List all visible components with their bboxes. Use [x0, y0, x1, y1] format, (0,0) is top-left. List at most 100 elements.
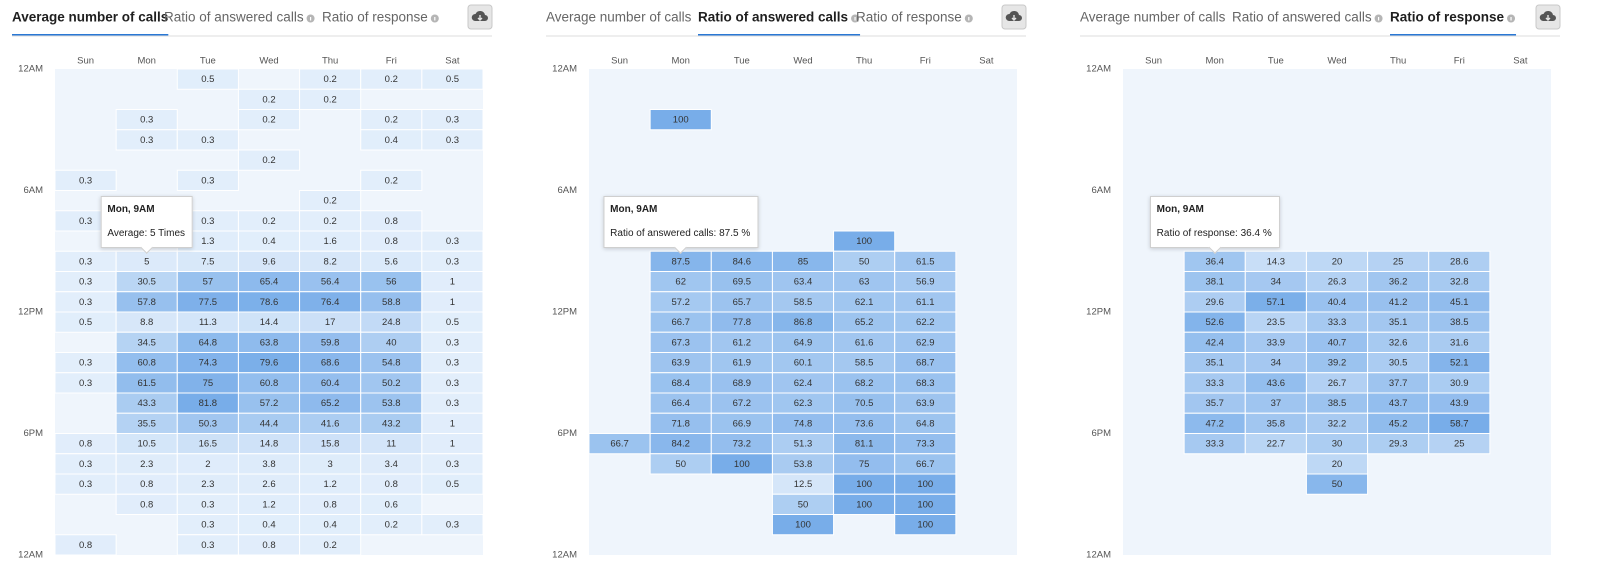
cell-value: 35.1	[1205, 358, 1224, 369]
cell-value: 43.9	[1450, 398, 1469, 409]
day-label: Mon	[671, 56, 689, 67]
cell-value: 62.4	[794, 378, 813, 389]
tooltip: Mon, 9AM Ratio of response: 36.4 %	[1149, 196, 1280, 255]
download-button[interactable]	[1001, 4, 1027, 30]
hour-label: 12AM	[1086, 64, 1111, 75]
cell-value: 0.3	[79, 256, 92, 267]
heat-cell	[1428, 433, 1491, 455]
cell-value: 0.5	[446, 479, 459, 490]
cell-value: 84.2	[671, 439, 690, 450]
cell-value: 74.3	[199, 358, 218, 369]
cell-value: 3.8	[262, 459, 275, 470]
hour-label: 12AM	[1086, 550, 1111, 561]
cell-value: 86.8	[794, 317, 813, 328]
day-label: Sun	[1145, 56, 1162, 67]
cell-value: 0.3	[140, 115, 153, 126]
cell-value: 28.6	[1450, 256, 1469, 267]
cell-value: 65.7	[733, 297, 752, 308]
cell-value: 50	[859, 256, 870, 267]
cell-value: 100	[917, 520, 933, 531]
cell-value: 1.3	[201, 236, 214, 247]
cell-value: 1.2	[324, 479, 337, 490]
tab[interactable]: Ratio of answered calls	[164, 10, 304, 25]
download-arrow	[477, 15, 483, 21]
cell-value: 69.5	[733, 277, 752, 288]
heat-cell	[299, 534, 362, 556]
tab[interactable]: Ratio of response	[322, 10, 428, 25]
cell-value: 35.5	[137, 418, 156, 429]
cell-value: 40.7	[1328, 337, 1347, 348]
day-label: Fri	[920, 56, 931, 67]
cell-value: 57.2	[260, 398, 279, 409]
cell-value: 0.2	[385, 520, 398, 531]
active-tab-underline	[1390, 34, 1517, 36]
day-label: Sun	[611, 56, 628, 67]
cell-value: 33.3	[1205, 439, 1224, 450]
tab-divider	[546, 35, 1026, 37]
cell-value: 2.3	[201, 479, 214, 490]
cell-value: 35.8	[1267, 418, 1286, 429]
download-button[interactable]	[1535, 4, 1561, 30]
cell-value: 31.6	[1450, 337, 1469, 348]
cell-value: 73.6	[855, 418, 874, 429]
cell-value: 0.2	[385, 175, 398, 186]
cell-value: 73.3	[916, 439, 935, 450]
cell-value: 44.4	[260, 418, 279, 429]
cell-value: 36.2	[1389, 277, 1408, 288]
tab[interactable]: Average number of calls	[546, 10, 692, 25]
cell-value: 0.2	[324, 540, 337, 551]
cell-value: 0.3	[446, 256, 459, 267]
cell-value: 0.2	[262, 94, 275, 105]
tab[interactable]: Ratio of response	[856, 10, 962, 25]
tab[interactable]: Average number of calls	[12, 10, 168, 25]
tab[interactable]: Ratio of answered calls	[1232, 10, 1372, 25]
cell-value: 62.2	[916, 317, 935, 328]
download-button[interactable]	[467, 4, 493, 30]
cell-value: 0.3	[446, 358, 459, 369]
cell-value: 40.4	[1328, 297, 1347, 308]
hour-label: 12PM	[18, 307, 43, 318]
day-label: Wed	[259, 56, 278, 67]
tooltip: Mon, 9AM Average: 5 Times	[100, 196, 194, 255]
cell-value: 100	[795, 520, 811, 531]
cell-value: 60.4	[321, 378, 340, 389]
cell-value: 1	[450, 277, 455, 288]
info-icon-mark	[309, 17, 312, 21]
cell-value: 38.5	[1450, 317, 1469, 328]
cell-value: 5.6	[385, 256, 398, 267]
cell-value: 3.4	[385, 459, 398, 470]
cell-value: 63.8	[260, 337, 279, 348]
cell-value: 62	[675, 277, 686, 288]
cell-value: 33.3	[1328, 317, 1347, 328]
cell-value: 17	[325, 317, 336, 328]
tab[interactable]: Average number of calls	[1080, 10, 1226, 25]
cell-value: 11.3	[199, 317, 217, 328]
heat-cell	[1305, 473, 1369, 495]
info-icon-mark	[1377, 17, 1380, 21]
cell-value: 14.8	[260, 439, 279, 450]
tab[interactable]: Ratio of answered calls	[698, 10, 848, 25]
cell-value: 35.1	[1389, 317, 1408, 328]
download-arrow	[1011, 15, 1017, 21]
cell-value: 34	[1271, 277, 1282, 288]
cell-value: 0.3	[446, 398, 459, 409]
cell-value: 84.6	[733, 256, 752, 267]
cell-value: 1	[450, 297, 455, 308]
cell-value: 20	[1332, 459, 1343, 470]
cell-value: 0.2	[324, 74, 337, 85]
cell-value: 43.7	[1389, 398, 1408, 409]
cell-value: 32.2	[1328, 418, 1347, 429]
cell-value: 51.3	[794, 439, 813, 450]
cell-value: 65.2	[321, 398, 340, 409]
info-icon-mark	[854, 17, 856, 21]
cell-value: 37.7	[1389, 378, 1408, 389]
cell-value: 30.5	[1389, 358, 1408, 369]
cell-value: 25	[1454, 439, 1465, 450]
active-tab-underline	[698, 34, 861, 36]
tab[interactable]: Ratio of response	[1390, 10, 1505, 25]
tooltip-title: Mon, 9AM	[1156, 204, 1204, 216]
cell-value: 57.8	[137, 297, 156, 308]
cell-value: 15.8	[321, 439, 340, 450]
cell-value: 0.3	[201, 540, 214, 551]
